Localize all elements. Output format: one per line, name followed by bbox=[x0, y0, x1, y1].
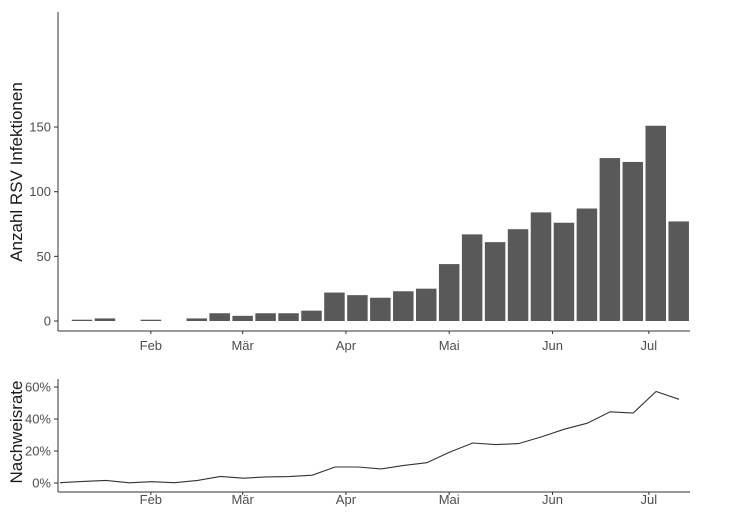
top-y-tick-label: 50 bbox=[37, 249, 51, 264]
rate-line bbox=[59, 390, 680, 484]
bar bbox=[622, 161, 644, 321]
bar bbox=[370, 297, 391, 321]
bar bbox=[461, 234, 483, 321]
bottom-x-tick-label: Mär bbox=[231, 492, 254, 507]
bottom-x-tick-label: Jul bbox=[641, 492, 658, 507]
bar bbox=[209, 313, 230, 321]
top-y-tick-label: 100 bbox=[29, 184, 51, 199]
top-x-tick-label: Mai bbox=[439, 338, 460, 353]
bar bbox=[393, 291, 414, 321]
bottom-y-tick-label: 60% bbox=[25, 380, 51, 395]
bar bbox=[255, 313, 276, 321]
top-x-tick-label: Feb bbox=[140, 338, 162, 353]
bottom-x-tick-label: Mai bbox=[439, 492, 460, 507]
top-x-tick-label: Apr bbox=[336, 338, 357, 353]
bar bbox=[324, 292, 345, 321]
top-x-tick-label: Mär bbox=[231, 338, 254, 353]
bottom-x-tick-label: Feb bbox=[140, 492, 162, 507]
top-x-tick-label: Jul bbox=[641, 338, 658, 353]
bar bbox=[94, 318, 116, 321]
top-x-tick-label: Jun bbox=[542, 338, 563, 353]
bar bbox=[347, 295, 368, 321]
top-y-tick-label: 0 bbox=[44, 314, 51, 329]
bar bbox=[278, 313, 299, 321]
bottom-y-tick-label: 0% bbox=[32, 476, 51, 491]
bar bbox=[140, 319, 162, 321]
bar bbox=[416, 288, 437, 321]
bar bbox=[186, 318, 207, 321]
bar bbox=[484, 242, 506, 321]
bottom-y-tick-label: 20% bbox=[25, 444, 51, 459]
bar bbox=[530, 212, 552, 321]
bar bbox=[301, 310, 322, 321]
bar bbox=[576, 208, 598, 321]
top-y-axis-title: Anzahl RSV Infektionen bbox=[7, 82, 26, 262]
bottom-x-tick-label: Jun bbox=[542, 492, 563, 507]
bar bbox=[438, 264, 460, 321]
bar bbox=[599, 158, 621, 321]
bar bbox=[507, 229, 529, 321]
bar bbox=[71, 319, 93, 321]
bottom-x-tick-label: Apr bbox=[336, 492, 357, 507]
bar bbox=[645, 125, 666, 321]
bottom-y-tick-label: 40% bbox=[25, 412, 51, 427]
top-y-tick-label: 150 bbox=[29, 120, 51, 135]
bottom-y-axis-title: Nachweisrate bbox=[7, 381, 26, 484]
bar bbox=[232, 315, 253, 321]
bar bbox=[553, 222, 575, 321]
bar bbox=[668, 221, 689, 321]
